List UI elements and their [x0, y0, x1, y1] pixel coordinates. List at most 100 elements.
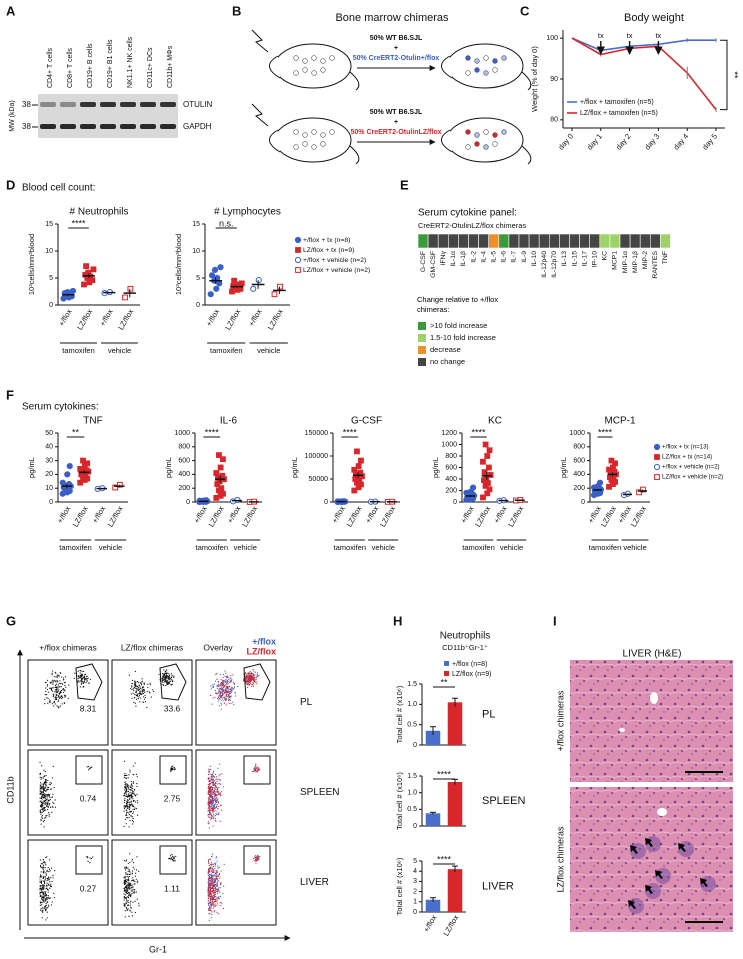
- event: [210, 891, 211, 892]
- event: [127, 876, 128, 877]
- event: [51, 783, 52, 784]
- event: [212, 905, 213, 906]
- event: [213, 792, 214, 793]
- event: [42, 892, 43, 893]
- cytokine-label: TNF: [662, 251, 669, 264]
- heatmap-cell: [610, 234, 620, 248]
- data-point: [81, 458, 86, 463]
- diagram-title: Bone marrow chimeras: [335, 12, 449, 24]
- x-tick-label: LZ/flox: [240, 504, 259, 528]
- event: [128, 774, 129, 775]
- event: [41, 823, 42, 824]
- x-tick-label: day 0: [556, 132, 575, 152]
- event: [52, 673, 53, 674]
- event: [217, 798, 218, 799]
- event: [258, 858, 259, 859]
- event: [250, 678, 251, 679]
- event: [215, 820, 216, 821]
- y-tick-label: 5: [49, 275, 53, 282]
- event: [222, 689, 223, 690]
- group-label: vehicle: [234, 543, 257, 552]
- event: [43, 770, 44, 771]
- event: [259, 769, 260, 770]
- x-tick-label: +/flox: [192, 504, 209, 524]
- x-tick-label: +/flox: [90, 504, 107, 524]
- event: [49, 816, 50, 817]
- event: [229, 686, 230, 687]
- event: [39, 879, 40, 880]
- event: [54, 680, 55, 681]
- x-tick-label: LZ/flox: [599, 504, 618, 528]
- event: [126, 814, 127, 815]
- legend-label: LZ/flox + tx (n=9): [303, 247, 354, 254]
- event: [61, 683, 62, 684]
- event: [45, 879, 46, 880]
- event: [64, 703, 65, 704]
- event: [45, 804, 46, 805]
- event: [257, 676, 258, 677]
- event: [208, 913, 209, 914]
- event: [43, 776, 44, 777]
- event: [210, 893, 211, 894]
- event: [218, 802, 219, 803]
- event: [125, 869, 126, 870]
- event: [220, 870, 221, 871]
- event: [126, 866, 127, 867]
- event: [227, 688, 228, 689]
- event: [214, 878, 215, 879]
- event: [127, 890, 128, 891]
- data-point: [359, 458, 364, 463]
- heatmap-cell: [590, 234, 600, 248]
- chart-title: Body weight: [624, 12, 684, 24]
- event: [132, 806, 133, 807]
- significance: ****: [205, 427, 220, 437]
- event: [213, 686, 214, 687]
- heatmap-cell: [519, 234, 529, 248]
- event: [129, 885, 130, 886]
- event: [138, 690, 139, 691]
- event: [87, 861, 88, 862]
- event: [46, 885, 47, 886]
- event: [46, 875, 47, 876]
- event: [48, 905, 49, 906]
- event: [61, 676, 62, 677]
- event: [43, 821, 44, 822]
- event: [132, 818, 133, 819]
- event: [42, 809, 43, 810]
- panel-row-label: SPLEEN: [482, 795, 525, 807]
- event: [215, 785, 216, 786]
- cell: [475, 68, 480, 73]
- band: [140, 102, 156, 107]
- event: [256, 771, 257, 772]
- event: [216, 776, 217, 777]
- event: [171, 676, 172, 677]
- event: [211, 864, 212, 865]
- event: [211, 818, 212, 819]
- event: [43, 790, 44, 791]
- y-tick-label: 2: [413, 888, 417, 895]
- event: [252, 682, 253, 683]
- event: [132, 791, 133, 792]
- event: [219, 705, 220, 706]
- event: [255, 765, 256, 766]
- event: [212, 885, 213, 886]
- event: [40, 885, 41, 886]
- x-tick-label: day 5: [700, 132, 719, 152]
- event: [217, 882, 218, 883]
- event: [219, 792, 220, 793]
- event: [58, 675, 59, 676]
- event: [134, 684, 135, 685]
- event: [216, 876, 217, 877]
- event: [230, 696, 231, 697]
- legend-label: LZ/flox + vehicle (n=2): [662, 474, 723, 481]
- band: [100, 124, 116, 129]
- event: [41, 871, 42, 872]
- event: [218, 681, 219, 682]
- event: [125, 910, 126, 911]
- band: [160, 124, 176, 129]
- event: [213, 891, 214, 892]
- y-axis-label: Total cell # (x10⁶): [395, 685, 404, 743]
- event: [223, 691, 224, 692]
- event: [52, 901, 53, 902]
- event: [209, 868, 210, 869]
